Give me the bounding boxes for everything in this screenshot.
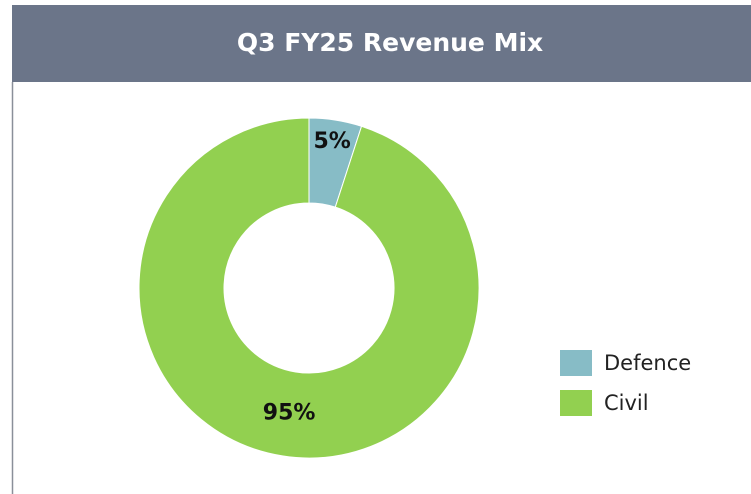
data-label: 5% bbox=[313, 129, 350, 154]
title-bar bbox=[12, 5, 751, 82]
legend-label: Civil bbox=[604, 391, 649, 415]
legend-swatch bbox=[560, 350, 592, 376]
chart-title: Q3 FY25 Revenue Mix bbox=[237, 28, 543, 57]
legend-label: Defence bbox=[604, 351, 691, 375]
data-label: 95% bbox=[263, 400, 316, 425]
legend-swatch bbox=[560, 390, 592, 416]
donut-slice bbox=[138, 117, 480, 459]
